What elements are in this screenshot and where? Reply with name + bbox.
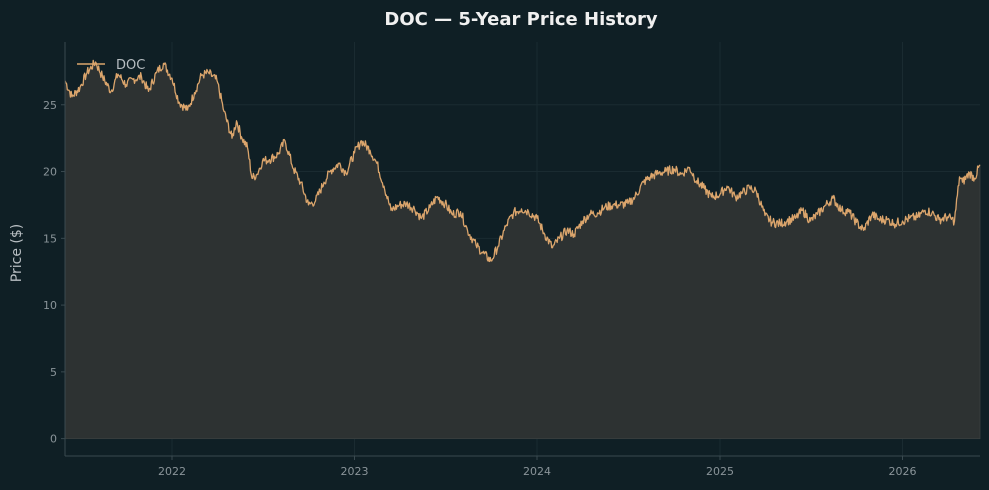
x-tick-label: 2024 bbox=[523, 465, 551, 478]
x-tick-label: 2025 bbox=[706, 465, 734, 478]
y-axis-ticks: 0 5 10 15 20 25 bbox=[43, 99, 65, 446]
x-tick-label: 2022 bbox=[158, 465, 186, 478]
legend-label-doc: DOC bbox=[116, 58, 145, 73]
y-tick-label: 0 bbox=[50, 433, 57, 446]
x-tick-label: 2023 bbox=[341, 465, 369, 478]
y-tick-label: 10 bbox=[43, 299, 57, 312]
price-area bbox=[64, 59, 981, 439]
y-tick-label: 25 bbox=[43, 99, 57, 112]
y-tick-label: 20 bbox=[43, 166, 57, 179]
y-axis-label: Price ($) bbox=[9, 224, 25, 282]
x-tick-label: 2026 bbox=[889, 465, 917, 478]
y-tick-label: 5 bbox=[50, 366, 57, 379]
y-tick-label: 15 bbox=[43, 232, 57, 245]
legend: DOC bbox=[77, 58, 145, 73]
chart-title: DOC — 5-Year Price History bbox=[384, 9, 657, 30]
price-line bbox=[64, 59, 981, 263]
price-area-fill bbox=[64, 60, 981, 439]
axes bbox=[64, 42, 980, 457]
x-axis-ticks: 2022 2023 2024 2025 2026 bbox=[158, 456, 917, 478]
